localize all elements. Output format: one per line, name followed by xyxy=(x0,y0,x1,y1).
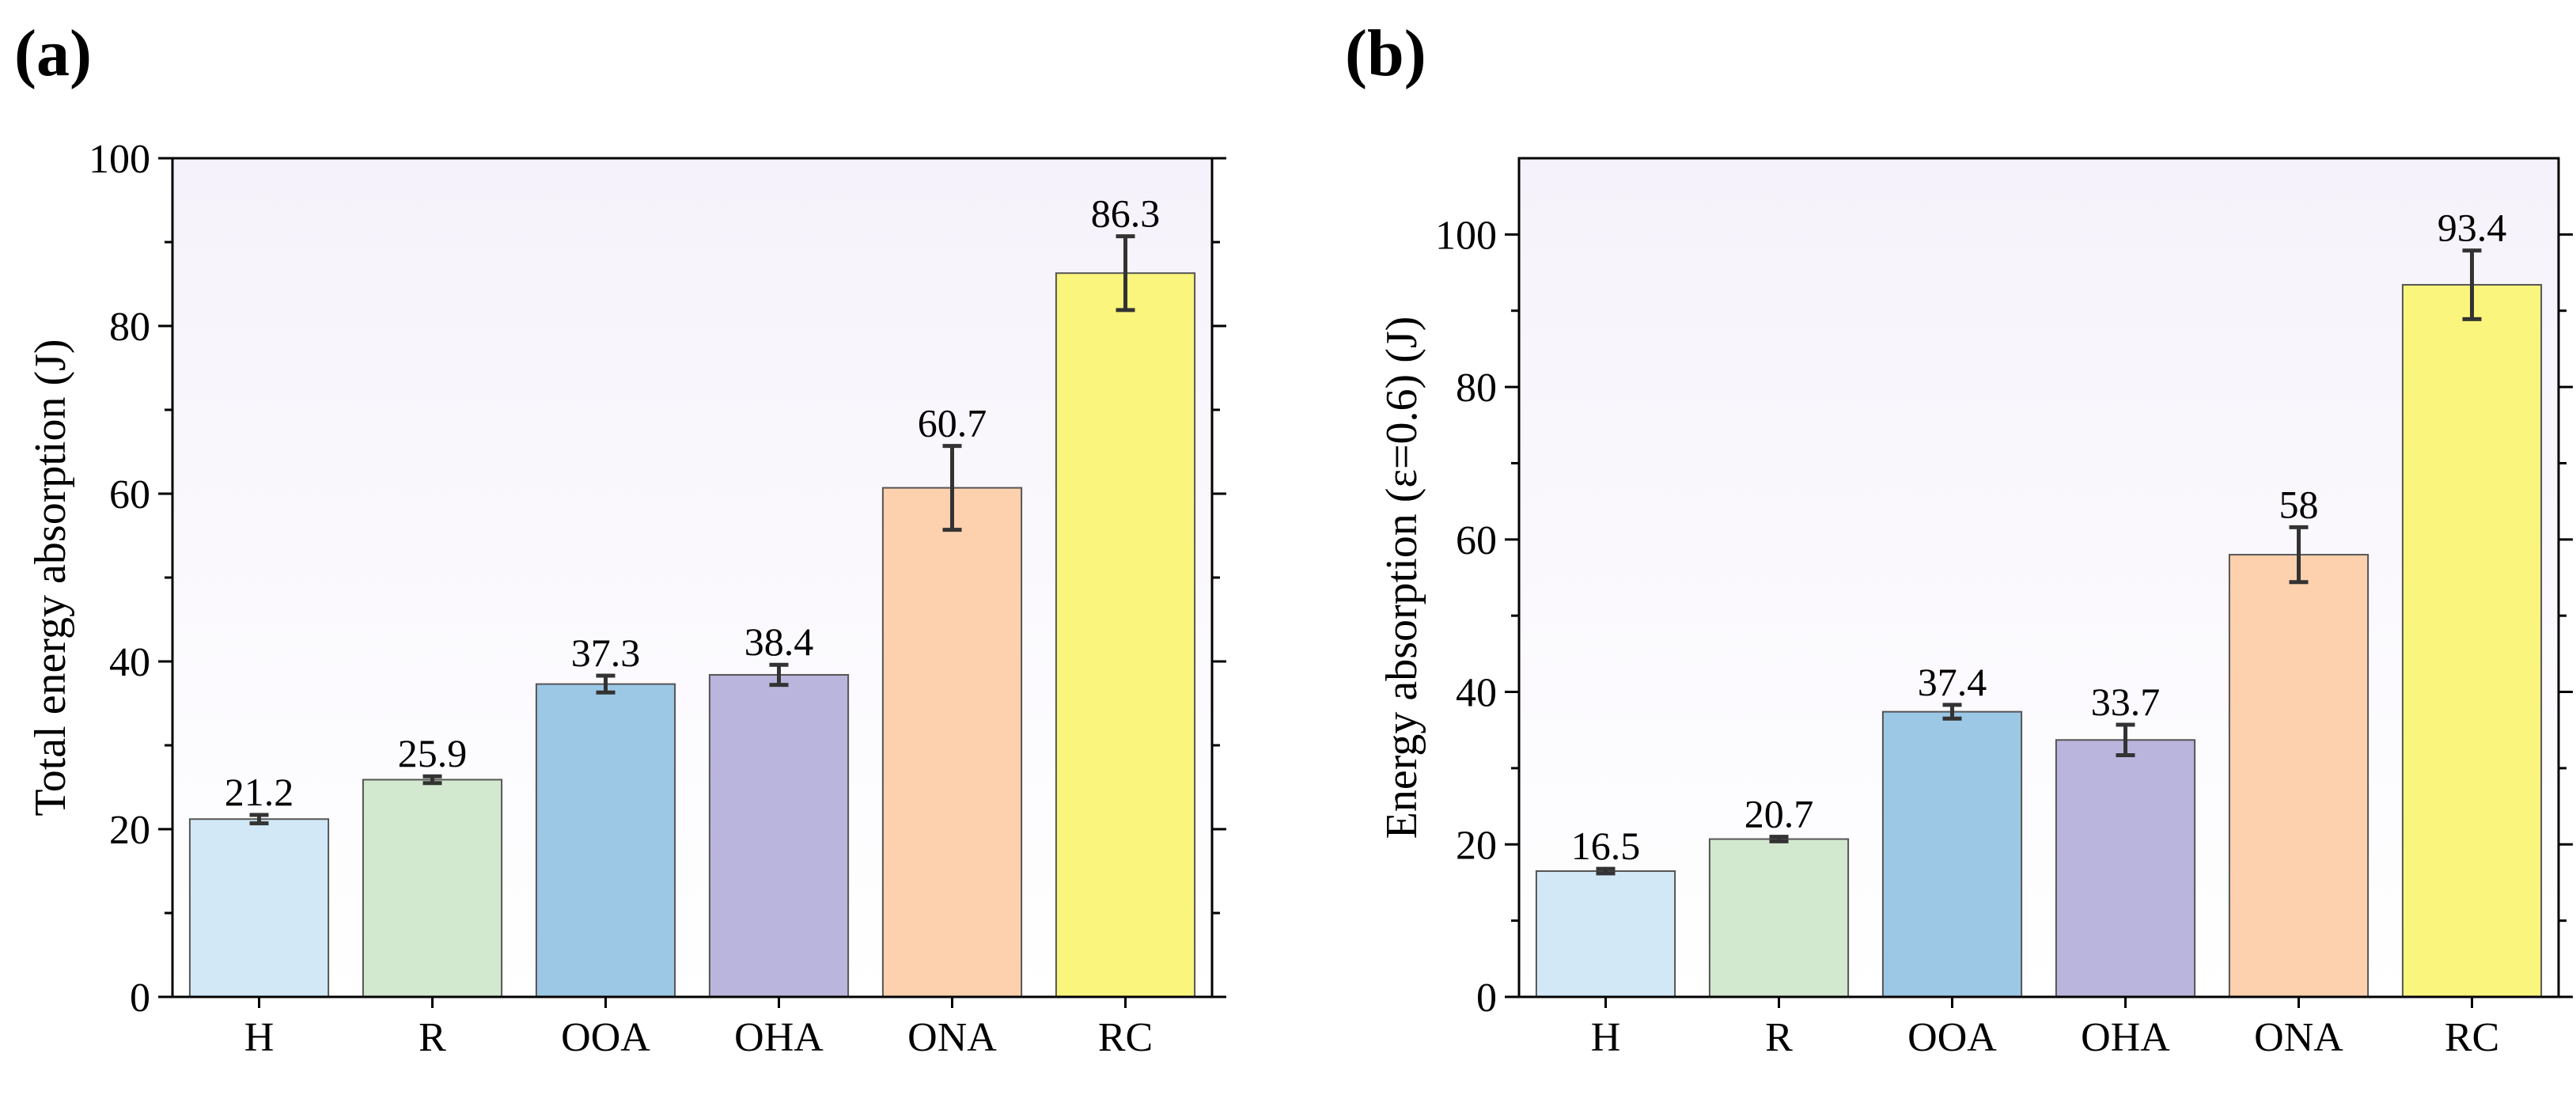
x-tick-label: H xyxy=(1591,1015,1621,1060)
plot-background xyxy=(172,158,1212,997)
data-label: 37.4 xyxy=(1918,660,1987,704)
data-label: 33.7 xyxy=(2091,680,2161,724)
y-tick-label: 40 xyxy=(109,640,150,685)
x-tick-label: OOA xyxy=(1907,1015,1997,1060)
y-tick-label: 100 xyxy=(89,137,150,182)
plot-background xyxy=(1519,158,2559,997)
data-label: 38.4 xyxy=(744,619,814,664)
bar-r xyxy=(1708,838,1850,998)
bar-oha xyxy=(708,673,850,998)
y-tick-label: 80 xyxy=(109,305,150,350)
y-axis-label: Energy absorption (ε=0.6) (J) xyxy=(1377,316,1426,839)
data-label: 20.7 xyxy=(1744,792,1814,836)
data-label: 37.3 xyxy=(571,631,641,675)
bar-rc xyxy=(1055,272,1196,998)
x-tick-label: H xyxy=(244,1015,275,1060)
chart-panel-b: (b) 16.5 H 20.7 R 37.4 OOA 33.7 OHA 58 ONA 93.4 RC 0 2… xyxy=(1345,17,2573,1060)
data-label: 21.2 xyxy=(225,770,294,814)
x-tick-label: R xyxy=(419,1015,446,1060)
data-label: 93.4 xyxy=(2438,206,2507,250)
x-tick-label: OHA xyxy=(2081,1015,2170,1060)
chart-panel-a: (a) 21.2 H 25.9 R 37.3 OOA 38.4 OHA 60.7 ONA 86.3 RC… xyxy=(14,17,1226,1060)
y-tick-label: 60 xyxy=(1456,518,1497,563)
panel-label: (a) xyxy=(14,17,92,90)
x-tick-label: RC xyxy=(1098,1015,1153,1060)
data-label: 58 xyxy=(2279,482,2319,526)
y-tick-label: 20 xyxy=(1456,823,1497,868)
x-tick-label: RC xyxy=(2445,1015,2499,1060)
y-tick-label: 80 xyxy=(1456,366,1497,411)
x-tick-label: ONA xyxy=(907,1015,997,1060)
x-tick-label: OHA xyxy=(734,1015,824,1060)
y-tick-label: 40 xyxy=(1456,671,1497,716)
y-tick-label: 100 xyxy=(1435,213,1497,258)
plot-frame xyxy=(1517,157,2560,998)
bar-ona xyxy=(881,487,1023,998)
x-tick-label: OOA xyxy=(561,1015,650,1060)
bar-oha xyxy=(2055,739,2196,998)
bar-ooa xyxy=(535,683,676,998)
bar-ooa xyxy=(1881,710,2023,998)
bar-rc xyxy=(2401,283,2543,998)
panel-label: (b) xyxy=(1345,17,1426,90)
y-tick-label: 0 xyxy=(130,976,150,1021)
data-label: 60.7 xyxy=(918,401,987,445)
y-tick-label: 60 xyxy=(109,472,150,517)
x-tick-label: ONA xyxy=(2254,1015,2343,1060)
y-tick-label: 0 xyxy=(1476,976,1497,1021)
data-label: 16.5 xyxy=(1571,824,1641,868)
plot-frame xyxy=(171,157,1214,998)
bar-h xyxy=(188,818,330,998)
bar-r xyxy=(362,779,503,998)
bar-h xyxy=(1535,870,1676,998)
data-label: 86.3 xyxy=(1091,191,1161,236)
x-tick-label: R xyxy=(1765,1015,1793,1060)
y-axis-label: Total energy absorption (J) xyxy=(26,339,75,816)
y-tick-label: 20 xyxy=(109,808,150,853)
bar-ona xyxy=(2228,554,2370,998)
data-label: 25.9 xyxy=(398,731,468,775)
